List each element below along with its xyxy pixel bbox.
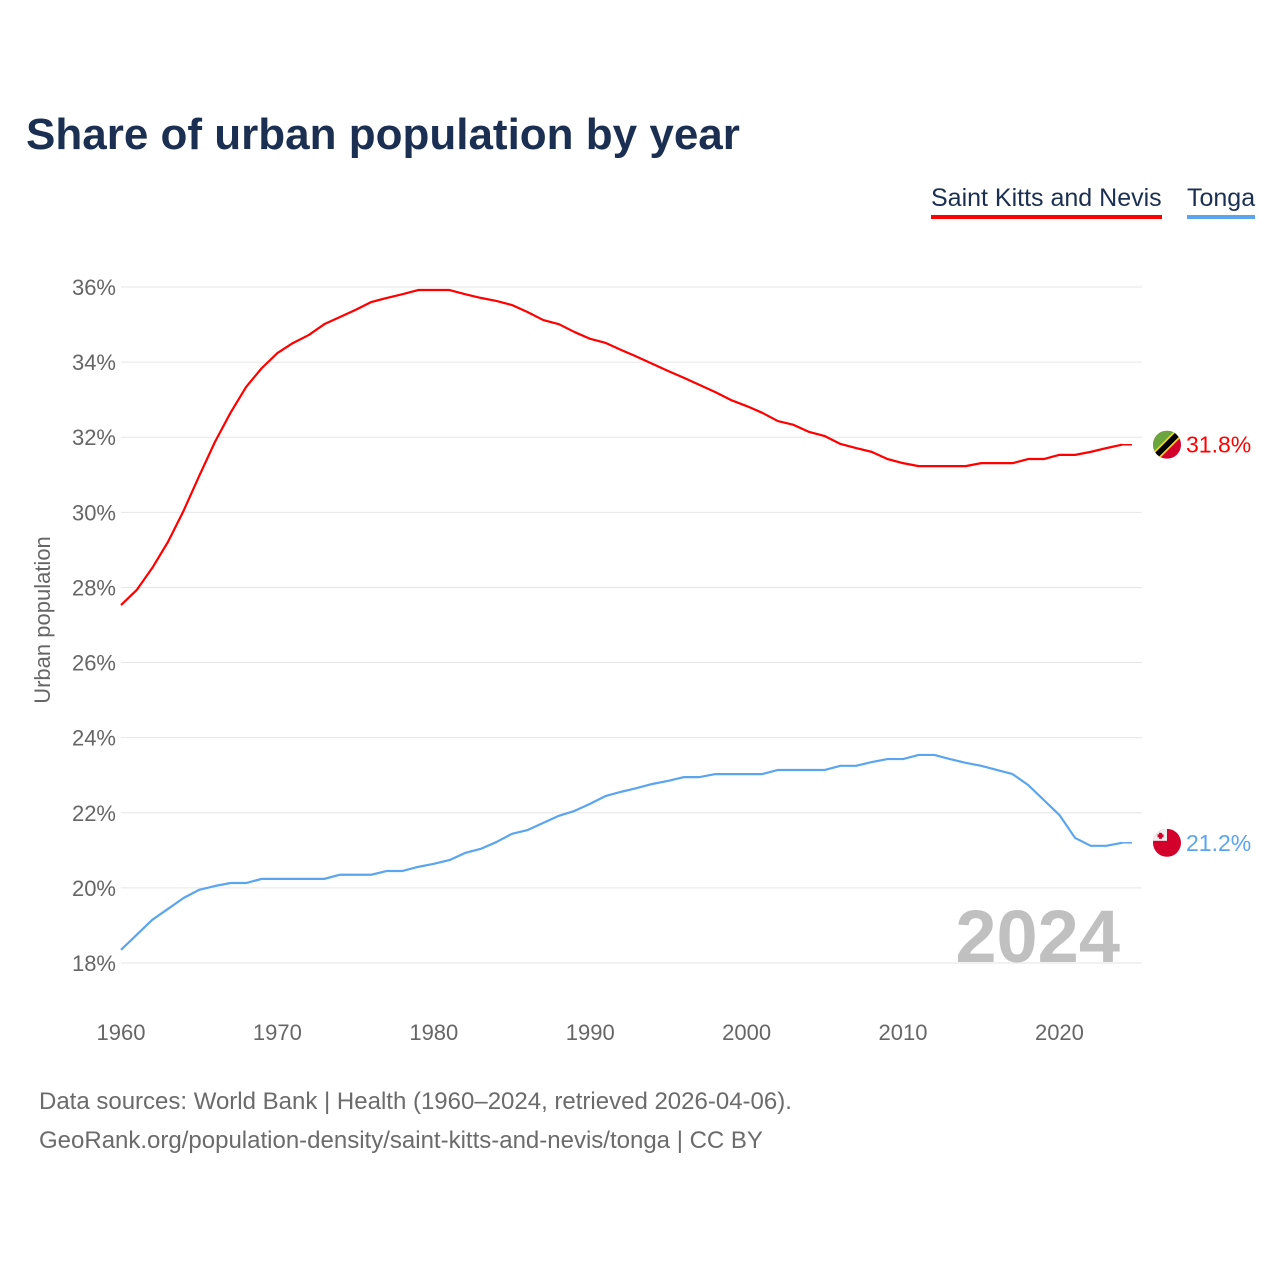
y-tick-label: 24% xyxy=(72,726,116,751)
y-tick-label: 18% xyxy=(72,951,116,976)
saint-kitts-and-nevis-flag-icon xyxy=(1153,430,1181,459)
y-tick-label: 20% xyxy=(72,876,116,901)
y-tick-label: 26% xyxy=(72,651,116,676)
year-watermark: 2024 xyxy=(955,895,1120,978)
series-line-saint-kitts-and-nevis xyxy=(120,288,1123,606)
footer-link[interactable]: GeoRank.org/population-density/saint-kit… xyxy=(39,1127,763,1154)
x-tick-label: 1980 xyxy=(409,1020,458,1045)
legend-saint-kitts-and-nevis[interactable]: Saint Kitts and Nevis xyxy=(931,184,1162,219)
x-tick-label: 1970 xyxy=(253,1020,302,1045)
chart-title: Share of urban population by year xyxy=(26,110,740,159)
series-line-tonga xyxy=(120,753,1123,951)
end-value-label: 21.2% xyxy=(1186,830,1251,856)
y-tick-label: 28% xyxy=(72,575,116,600)
tonga-flag-icon xyxy=(1153,828,1181,857)
x-tick-label: 2020 xyxy=(1035,1020,1084,1045)
flag-body xyxy=(1153,828,1181,857)
x-tick-label: 2000 xyxy=(722,1020,771,1045)
flag-body xyxy=(1153,430,1181,459)
y-tick-label: 34% xyxy=(72,350,116,375)
end-value-label: 31.8% xyxy=(1186,432,1251,458)
legend-tonga[interactable]: Tonga xyxy=(1187,184,1256,219)
y-tick-label: 30% xyxy=(72,500,116,525)
footer-sources: Data sources: World Bank | Health (1960–… xyxy=(39,1088,792,1115)
y-tick-label: 32% xyxy=(72,425,116,450)
y-axis-label: Urban population xyxy=(30,536,55,704)
x-tick-label: 2010 xyxy=(879,1020,928,1045)
y-tick-label: 36% xyxy=(72,275,116,300)
x-tick-label: 1960 xyxy=(97,1020,146,1045)
x-tick-label: 1990 xyxy=(566,1020,615,1045)
y-tick-label: 22% xyxy=(72,801,116,826)
